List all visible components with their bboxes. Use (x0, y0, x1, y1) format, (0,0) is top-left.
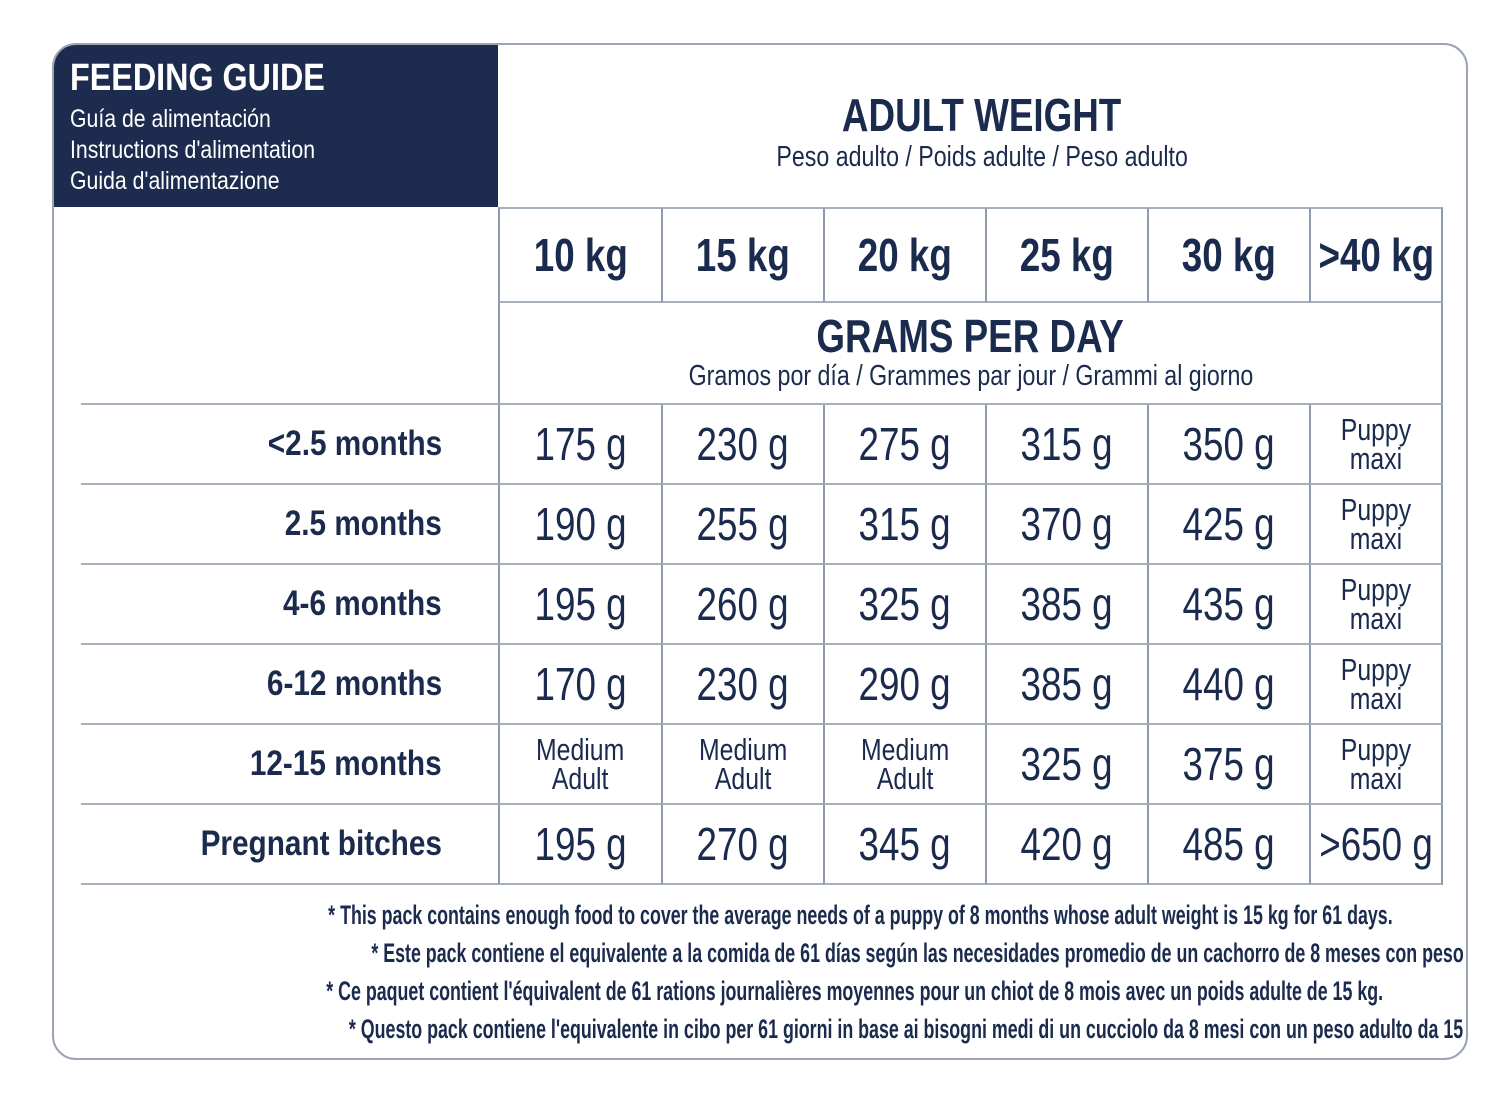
grams-value-cell: 325 g (823, 565, 985, 645)
grams-value-cell: 385 g (985, 565, 1147, 645)
feeding-guide-subtitle-line: Instructions d'alimentation (70, 136, 316, 164)
adult-weight-header: ADULT WEIGHT Peso adulto / Poids adulte … (498, 45, 1466, 207)
grams-value-cell: 260 g (661, 565, 823, 645)
grams-per-day-title: GRAMS PER DAY (816, 310, 1125, 363)
grams-value-cell: Medium Adult (823, 725, 985, 805)
grams-value-cell: 195 g (498, 805, 661, 885)
feeding-guide-subtitle-line: Guía de alimentación (70, 105, 271, 133)
grams-value-cell: 175 g (498, 405, 661, 485)
footnote-line: * Ce paquet contient l'équivalent de 61 … (326, 975, 1384, 1006)
grams-value-cell: 345 g (823, 805, 985, 885)
feeding-table: 10 kg 15 kg 20 kg 25 kg 30 kg >40 kg GRA… (81, 207, 1443, 885)
empty-band-cell (81, 303, 498, 405)
grams-value-cell: 435 g (1147, 565, 1309, 645)
header-band: FEEDING GUIDE Guía de alimentación Instru… (54, 45, 1466, 207)
grams-value-cell: Medium Adult (661, 725, 823, 805)
empty-corner-cell (81, 207, 498, 303)
grams-value-cell: 325 g (985, 725, 1147, 805)
grams-value-cell: 350 g (1147, 405, 1309, 485)
weight-header-30kg: 30 kg (1147, 207, 1309, 303)
row-label: 12-15 months (81, 725, 498, 805)
grams-value-cell: 195 g (498, 565, 661, 645)
weight-header-20kg: 20 kg (823, 207, 985, 303)
feeding-guide-panel: FEEDING GUIDE Guía de alimentación Instru… (54, 45, 498, 207)
grams-value-cell: Medium Adult (498, 725, 661, 805)
grams-value-cell: Puppy maxi (1309, 405, 1443, 485)
grams-per-day-subtitle: Gramos por día / Grammes par jour / Gram… (688, 360, 1253, 393)
grams-value-cell: 315 g (823, 485, 985, 565)
weight-header-40kg: >40 kg (1309, 207, 1443, 303)
row-label: 2.5 months (81, 485, 498, 565)
grams-value-cell: Puppy maxi (1309, 725, 1443, 805)
grams-value-cell: 385 g (985, 645, 1147, 725)
grams-value-cell: 230 g (661, 645, 823, 725)
grams-value-cell: Puppy maxi (1309, 645, 1443, 725)
row-label: 6-12 months (81, 645, 498, 725)
weight-header-25kg: 25 kg (985, 207, 1147, 303)
grams-value-cell: 425 g (1147, 485, 1309, 565)
grams-value-cell: 170 g (498, 645, 661, 725)
grams-per-day-band: GRAMS PER DAY Gramos por día / Grammes p… (498, 303, 1443, 405)
row-label: <2.5 months (81, 405, 498, 485)
weight-header-15kg: 15 kg (661, 207, 823, 303)
grams-value-cell: Puppy maxi (1309, 485, 1443, 565)
row-label: 4-6 months (81, 565, 498, 645)
weight-header-10kg: 10 kg (498, 207, 661, 303)
grams-value-cell: 270 g (661, 805, 823, 885)
grams-value-cell: 315 g (985, 405, 1147, 485)
footnote-line: * This pack contains enough food to cove… (328, 899, 1393, 930)
adult-weight-title: ADULT WEIGHT (842, 89, 1122, 142)
grams-value-cell: 290 g (823, 645, 985, 725)
grams-value-cell: 275 g (823, 405, 985, 485)
grams-value-cell: 420 g (985, 805, 1147, 885)
footnote-line: * Este pack contiene el equivalente a la… (371, 937, 1466, 968)
feeding-guide-subtitles: Guía de alimentación Instructions d'alime… (70, 104, 488, 197)
feeding-guide-title: FEEDING GUIDE (70, 57, 325, 99)
grams-value-cell: 375 g (1147, 725, 1309, 805)
grams-value-cell: 370 g (985, 485, 1147, 565)
footnote-line: * Questo pack contiene l'equivalente in … (348, 1013, 1468, 1044)
row-label: Pregnant bitches (81, 805, 498, 885)
feeding-guide-card: FEEDING GUIDE Guía de alimentación Instru… (52, 43, 1468, 1060)
feeding-guide-subtitle-line: Guida d'alimentazione (70, 167, 280, 195)
grams-value-cell: >650 g (1309, 805, 1443, 885)
footnotes: * This pack contains enough food to cove… (54, 885, 1466, 1058)
grams-value-cell: 255 g (661, 485, 823, 565)
grams-value-cell: Puppy maxi (1309, 565, 1443, 645)
grams-value-cell: 485 g (1147, 805, 1309, 885)
adult-weight-subtitle: Peso adulto / Poids adulte / Peso adulto (776, 141, 1188, 174)
grams-value-cell: 230 g (661, 405, 823, 485)
grams-value-cell: 190 g (498, 485, 661, 565)
grams-value-cell: 440 g (1147, 645, 1309, 725)
